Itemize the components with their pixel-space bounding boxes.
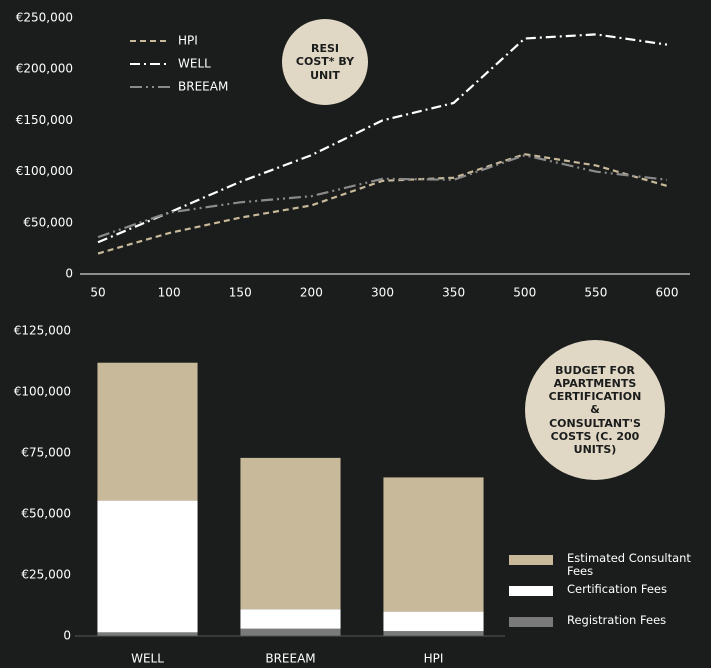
annotation-circle	[282, 19, 368, 105]
annotation: RESI COST* BY UNIT	[295, 42, 355, 82]
bar-segment	[97, 500, 198, 633]
x-tick-label: 550	[584, 286, 607, 300]
legend-label: BREEAM	[178, 80, 228, 94]
legend-label: Estimated Consultant Fees	[567, 552, 691, 579]
x-tick-label: 200	[300, 286, 323, 300]
x-tick-label: 500	[513, 286, 536, 300]
y-tick-label: €100,000	[14, 385, 71, 399]
x-tick-label: 350	[442, 286, 465, 300]
x-tick-label: 150	[229, 286, 252, 300]
y-tick-label: 0	[63, 629, 71, 643]
legend-label: Certification Fees	[567, 583, 667, 596]
line-series	[97, 33, 668, 244]
y-tick-label: €250,000	[16, 11, 73, 25]
legend-swatch	[509, 586, 553, 596]
bar-segment	[383, 611, 484, 632]
bar-segment	[240, 628, 341, 636]
y-tick-label: €125,000	[14, 324, 71, 338]
x-tick-label: WELL	[131, 652, 164, 666]
x-tick-label: BREEAM	[265, 652, 315, 666]
legend-label-box: Estimated Consultant Fees	[567, 552, 691, 579]
y-tick-label: €25,000	[21, 568, 71, 582]
line-series	[97, 153, 668, 255]
line-series	[97, 154, 668, 239]
legend-label: Registration Fees	[567, 614, 667, 627]
legend-label: HPI	[178, 34, 198, 48]
x-tick-label: HPI	[424, 652, 444, 666]
bar-segment	[240, 609, 341, 629]
legend-swatch	[509, 555, 553, 565]
y-tick-label: €75,000	[21, 446, 71, 460]
y-tick-label: €200,000	[16, 62, 73, 76]
y-tick-label: €50,000	[23, 215, 73, 229]
bar-segment	[97, 362, 198, 501]
x-tick-label: 50	[90, 286, 105, 300]
x-tick-label: 100	[158, 286, 181, 300]
bar-segment	[240, 457, 341, 610]
annotation: BUDGET FOR APARTMENTS CERTIFICATION & CO…	[548, 363, 642, 456]
y-tick-label: €100,000	[16, 164, 73, 178]
legend-label-box: Registration Fees	[567, 614, 667, 627]
annotation-box: BUDGET FOR APARTMENTS CERTIFICATION & CO…	[548, 363, 642, 456]
bar-segment	[97, 632, 198, 636]
legend-swatch	[509, 617, 553, 627]
y-tick-label: 0	[65, 267, 73, 281]
bar-segment	[383, 631, 484, 636]
legend-label: WELL	[178, 57, 211, 71]
x-tick-label: 300	[371, 286, 394, 300]
annotation-circle	[525, 340, 665, 480]
y-tick-label: €50,000	[21, 507, 71, 521]
y-tick-label: €150,000	[16, 113, 73, 127]
legend-label-box: Certification Fees	[567, 583, 667, 596]
annotation-box: RESI COST* BY UNIT	[295, 42, 355, 82]
x-tick-label: 600	[656, 286, 679, 300]
bar-segment	[383, 477, 484, 612]
